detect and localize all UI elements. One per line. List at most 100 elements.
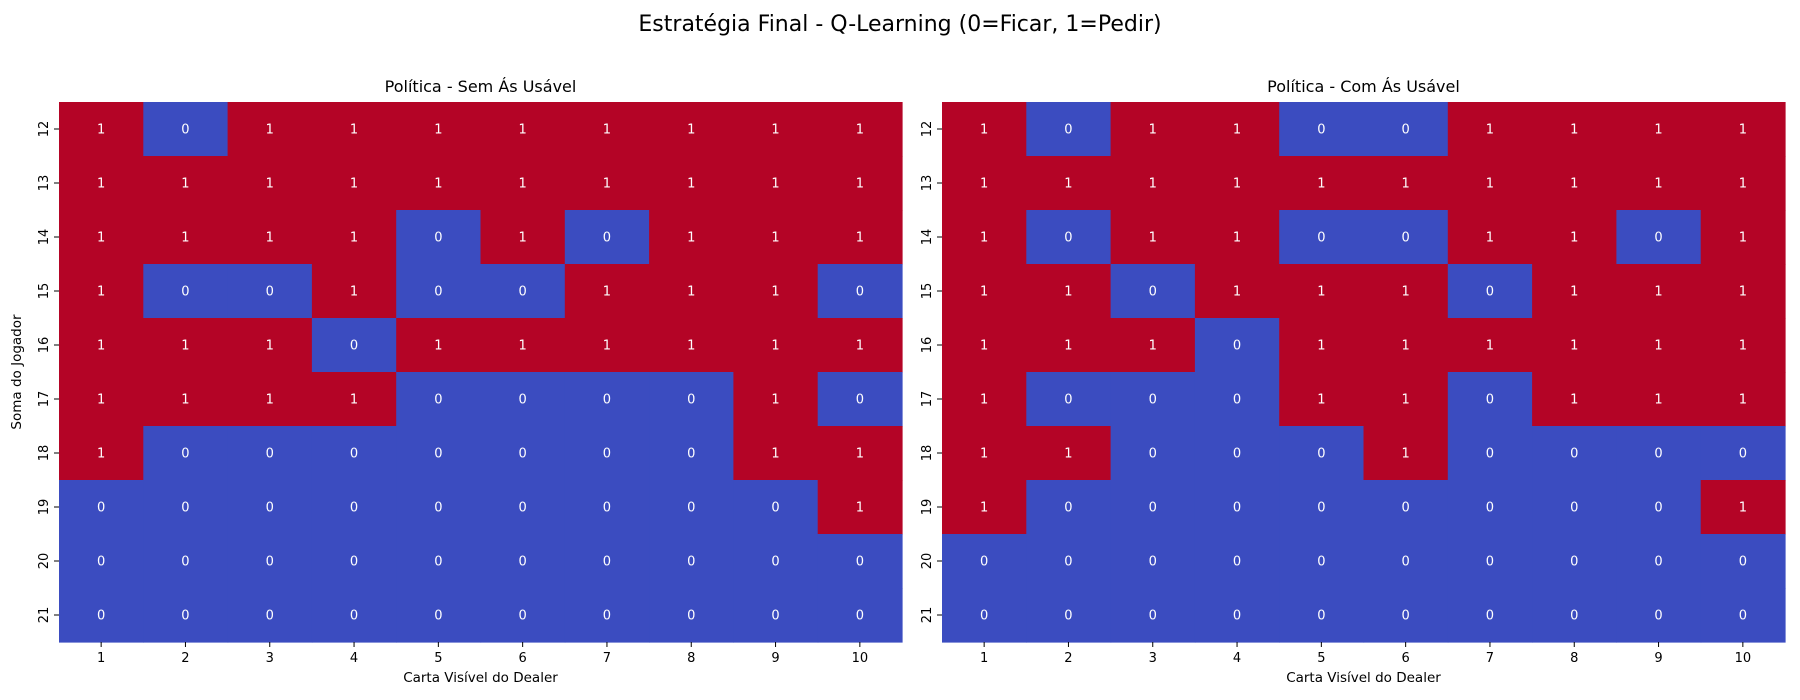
cell-value-label: 0	[856, 555, 864, 570]
cell-value-label: 0	[519, 555, 527, 570]
cell-value-label: 0	[603, 447, 611, 462]
heatmap-cell	[1616, 534, 1702, 589]
cell-value-label: 0	[266, 609, 274, 624]
heatmap-cell	[649, 426, 734, 481]
heatmap-cell	[311, 264, 397, 319]
heatmap-cell	[1532, 480, 1617, 535]
cell-value-label: 1	[1570, 393, 1578, 408]
cell-value-label: 0	[1654, 555, 1662, 570]
cell-value-label: 0	[1486, 609, 1494, 624]
cell-value-label: 1	[980, 123, 988, 138]
cell-value-label: 0	[1064, 123, 1072, 138]
x-tick-label: 1	[97, 651, 105, 666]
heatmap-cell	[311, 372, 397, 427]
cell-value-label: 1	[266, 393, 274, 408]
cell-value-label: 0	[97, 555, 105, 570]
cell-value-label: 1	[856, 123, 864, 138]
heatmap-cell	[1616, 264, 1702, 319]
cell-value-label: 1	[1402, 285, 1410, 300]
x-tick-label: 8	[687, 651, 695, 666]
cell-value-label: 1	[266, 177, 274, 192]
cell-value-label: 1	[1317, 339, 1325, 354]
y-tick-label: 19	[920, 499, 935, 516]
heatmap-cell	[59, 264, 144, 319]
heatmap-cell	[564, 372, 650, 427]
cell-value-label: 1	[1739, 501, 1747, 516]
x-axis-label: Carta Visível do Dealer	[403, 670, 558, 686]
x-tick-label: 9	[771, 651, 779, 666]
heatmap-cell	[649, 480, 734, 535]
x-tick-label: 10	[852, 651, 869, 666]
cell-value-label: 0	[1486, 393, 1494, 408]
heatmap-cell	[59, 318, 144, 373]
cell-value-label: 1	[1149, 177, 1157, 192]
heatmap-cell	[649, 264, 734, 319]
heatmap-cell	[942, 480, 1027, 535]
cell-value-label: 0	[350, 339, 358, 354]
cell-value-label: 1	[1233, 285, 1241, 300]
heatmap-cell	[396, 318, 482, 373]
cell-value-label: 1	[687, 285, 695, 300]
heatmap-cell	[1532, 102, 1617, 157]
heatmap-cell	[1026, 480, 1112, 535]
cell-value-label: 1	[1233, 231, 1241, 246]
cell-value-label: 1	[97, 339, 105, 354]
heatmap-cell	[564, 318, 650, 373]
x-tick-label: 5	[434, 651, 442, 666]
heatmap-cell	[649, 210, 734, 265]
cell-value-label: 0	[1486, 447, 1494, 462]
figure-title: Estratégia Final - Q-Learning (0=Ficar, …	[638, 12, 1161, 37]
cell-value-label: 0	[1402, 231, 1410, 246]
y-tick-label: 17	[37, 391, 52, 408]
y-tick-label: 20	[920, 553, 935, 570]
heatmap-cell	[1194, 156, 1280, 211]
heatmap-cell	[1616, 156, 1702, 211]
y-axis-label: Soma do Jogador	[9, 314, 25, 430]
heatmap-cell	[1110, 480, 1196, 535]
cell-value-label: 0	[1486, 285, 1494, 300]
heatmap-cell	[733, 318, 819, 373]
cell-value-label: 0	[1149, 555, 1157, 570]
cell-value-label: 0	[181, 501, 189, 516]
heatmap-cell	[311, 210, 397, 265]
heatmap-cell	[227, 426, 313, 481]
y-tick-label: 18	[37, 445, 52, 462]
cell-value-label: 1	[1064, 285, 1072, 300]
heatmap-cell	[1532, 264, 1617, 319]
heatmap-cell	[143, 372, 229, 427]
heatmap-cell	[311, 480, 397, 535]
cell-value-label: 1	[181, 177, 189, 192]
heatmap-cell	[817, 588, 903, 643]
cell-value-label: 1	[1149, 123, 1157, 138]
cell-value-label: 0	[1317, 231, 1325, 246]
heatmap-cell	[1026, 102, 1112, 157]
cell-value-label: 1	[350, 393, 358, 408]
heatmap-cell	[480, 156, 566, 211]
heatmap-cell	[649, 156, 734, 211]
heatmap-cell	[733, 264, 819, 319]
cell-value-label: 1	[97, 177, 105, 192]
heatmap-cell	[733, 480, 819, 535]
cell-value-label: 0	[434, 285, 442, 300]
heatmap-cell	[480, 318, 566, 373]
cell-value-label: 0	[434, 555, 442, 570]
heatmap-cell	[396, 156, 482, 211]
heatmap-cell	[564, 426, 650, 481]
heatmap-cell	[59, 372, 144, 427]
heatmap-cell	[227, 102, 313, 157]
x-tick-label: 6	[519, 651, 527, 666]
y-tick-label: 17	[920, 391, 935, 408]
heatmap-cell	[1279, 480, 1365, 535]
cell-value-label: 1	[97, 393, 105, 408]
cell-value-label: 1	[980, 339, 988, 354]
heatmap-cell	[311, 318, 397, 373]
cell-value-label: 1	[1570, 177, 1578, 192]
heatmap-cell	[1447, 210, 1533, 265]
cell-value-label: 1	[350, 177, 358, 192]
heatmap-cell	[143, 588, 229, 643]
heatmap-cell	[1194, 480, 1280, 535]
heatmap-cell	[649, 318, 734, 373]
